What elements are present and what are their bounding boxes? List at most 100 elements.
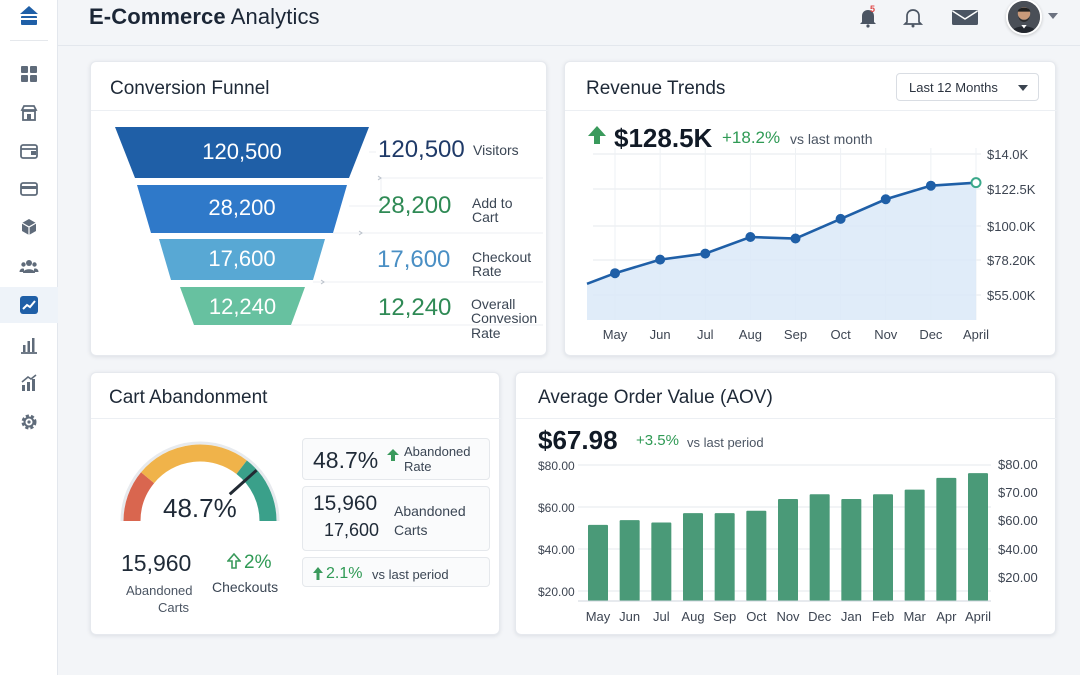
x-tick-label: Nov <box>874 327 898 342</box>
arrow-up-icon <box>387 449 399 461</box>
y-right-tick-label: $60.00 <box>998 513 1038 528</box>
x-tick-label: Jul <box>653 609 670 624</box>
user-avatar[interactable] <box>1006 0 1042 35</box>
aov-bar[interactable] <box>778 499 798 601</box>
gauge-outline <box>120 441 280 522</box>
aov-delta: +3.5% <box>636 432 679 449</box>
funnel-stage-1-value: 120,500 <box>202 139 282 164</box>
users-icon <box>19 260 39 273</box>
data-point[interactable] <box>880 194 891 205</box>
aov-bar[interactable] <box>936 477 957 601</box>
data-point[interactable] <box>655 254 666 265</box>
card-divider <box>516 418 1057 419</box>
aov-bar[interactable] <box>841 499 862 601</box>
aov-bar-chart: $80.00 $60.00 $40.00 $20.00 $80.00 $70.00 $60.… <box>538 457 1038 624</box>
x-tick-label: April <box>965 609 991 624</box>
arrow-up-icon <box>588 126 606 144</box>
data-point[interactable] <box>700 248 711 259</box>
x-tick-label: Apr <box>936 609 957 624</box>
funnel-stage-1[interactable] <box>115 127 369 178</box>
data-point[interactable] <box>970 177 982 189</box>
x-tick-label: Oct <box>831 327 852 342</box>
card-divider <box>91 418 501 419</box>
y-right-tick-label: $40.00 <box>998 542 1038 557</box>
alerts-button[interactable] <box>902 6 924 28</box>
card-title: Cart Abandonment <box>109 387 268 408</box>
abandonment-gauge <box>120 441 280 522</box>
aov-bar[interactable] <box>683 513 703 601</box>
aov-bar[interactable] <box>588 524 608 601</box>
aov-bar[interactable] <box>873 494 893 601</box>
abandoned-carts-box-label-1: Abandoned <box>394 503 466 519</box>
sidebar-item-dashboard[interactable] <box>0 56 58 92</box>
trend-icon <box>20 296 38 314</box>
period-change-box: 2.1% vs last period <box>302 557 490 587</box>
data-point[interactable] <box>925 180 936 191</box>
abandoned-carts-box: 15,960 17,600 Abandoned Carts <box>302 486 490 551</box>
funnel-stage-3[interactable] <box>159 239 325 280</box>
funnel-checkout-label-2: Rate <box>472 263 502 279</box>
abandoned-rate-label-2: Rate <box>404 459 432 474</box>
connector-arrow <box>358 230 363 236</box>
user-photo-icon <box>1008 1 1040 33</box>
sidebar-item-settings[interactable] <box>0 404 58 440</box>
x-tick-label: Mar <box>903 609 926 624</box>
connector-line <box>291 151 543 326</box>
aov-bar[interactable] <box>904 489 925 601</box>
funnel-add-to-cart-label-1: Add to <box>472 195 513 211</box>
sidebar-item-store[interactable] <box>0 95 58 131</box>
funnel-stage-4[interactable] <box>180 287 305 325</box>
funnel-checkout-count: 17,600 <box>377 246 451 273</box>
data-point[interactable] <box>835 213 846 224</box>
messages-button[interactable] <box>951 6 979 28</box>
revenue-series-line <box>586 181 977 285</box>
gauge-value: 48.7% <box>163 493 237 523</box>
x-tick-label: Sep <box>713 609 736 624</box>
funnel-visitors-count: 120,500 <box>378 136 465 163</box>
aov-bar[interactable] <box>619 520 640 601</box>
y-left-tick-label: $80.00 <box>538 459 575 473</box>
card-icon <box>20 182 38 196</box>
sidebar-item-payments[interactable] <box>0 171 58 207</box>
funnel-add-to-cart-label-2: Cart <box>472 209 499 225</box>
funnel-overall-label-1: Overall <box>471 296 516 312</box>
aov-bar[interactable] <box>746 510 767 601</box>
data-point[interactable] <box>745 232 756 242</box>
y-right-tick-label: $80.00 <box>998 457 1038 472</box>
sidebar-item-products[interactable] <box>0 209 58 245</box>
card-title: Revenue Trends <box>586 78 726 99</box>
sidebar-item-wallet[interactable] <box>0 133 58 169</box>
grid-icon <box>21 66 37 82</box>
revenue-total: $128.5K <box>614 123 713 153</box>
chevron-down-icon[interactable] <box>1048 12 1058 20</box>
data-point[interactable] <box>610 268 620 279</box>
sidebar-item-reports[interactable] <box>0 327 58 363</box>
x-tick-label: April <box>963 327 989 342</box>
abandoned-rate-label-1: Abandoned <box>404 444 471 459</box>
gear-icon <box>21 414 37 430</box>
x-tick-label: Oct <box>746 609 767 624</box>
sidebar-item-customers[interactable] <box>0 248 58 284</box>
data-point[interactable] <box>790 233 801 244</box>
funnel-stage-2[interactable] <box>137 185 347 233</box>
date-range-select[interactable]: Last 12 Months <box>896 73 1039 101</box>
conversion-funnel-card: Conversion Funnel 120,500 28,200 17,600 … <box>90 61 548 356</box>
sidebar-item-analytics[interactable] <box>0 287 58 323</box>
x-tick-label: Aug <box>739 327 762 342</box>
x-tick-label: Jul <box>697 327 714 342</box>
gauge-segment-green <box>236 460 277 522</box>
date-range-value: Last 12 Months <box>909 80 998 95</box>
aov-bar[interactable] <box>651 522 672 602</box>
connector-arrow <box>320 279 325 285</box>
home-icon[interactable] <box>18 4 40 28</box>
x-tick-label: Jan <box>841 609 862 624</box>
carts-total-count: 17,600 <box>324 520 380 540</box>
aov-bar[interactable] <box>714 513 735 601</box>
y-tick-label: $100.0K <box>987 219 1036 234</box>
aov-bar[interactable] <box>968 473 988 601</box>
x-tick-label: May <box>586 609 611 624</box>
sidebar-item-growth[interactable] <box>0 365 58 401</box>
aov-bar[interactable] <box>809 494 830 601</box>
period-change-delta: 2.1% <box>326 565 363 582</box>
notifications-button[interactable]: 5 <box>857 4 879 28</box>
